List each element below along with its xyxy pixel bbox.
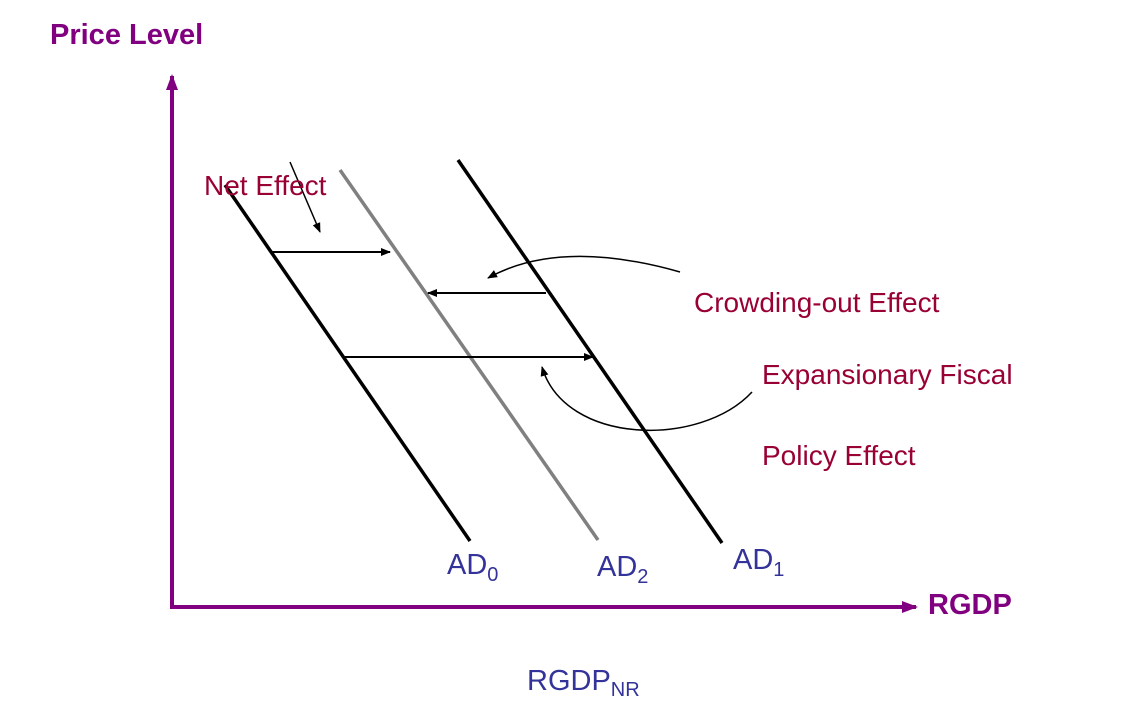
y-axis-label: Price Level: [50, 19, 203, 51]
rgdp-nr-label: RGDPNR: [527, 665, 640, 701]
fiscal-policy-pointer: [540, 366, 753, 432]
net-effect-pointer: [289, 161, 321, 233]
crowding-out-label: Crowding-out Effect: [694, 287, 940, 318]
net-effect-label: Net Effect: [204, 170, 327, 201]
ad2-label: AD2: [597, 551, 648, 588]
ad0-label: AD0: [447, 549, 498, 586]
ad1-label: AD1: [733, 544, 784, 581]
crowding-out-pointer: [487, 255, 681, 279]
ad1-curve: [456, 159, 724, 544]
fiscal-policy-label-line1: Expansionary Fiscal: [762, 359, 1013, 390]
ad2-curve: [338, 168, 600, 542]
ad0-curve: [223, 184, 472, 542]
x-axis-label: RGDP: [928, 589, 1012, 621]
fiscal-policy-label-line2: Policy Effect: [762, 440, 916, 471]
